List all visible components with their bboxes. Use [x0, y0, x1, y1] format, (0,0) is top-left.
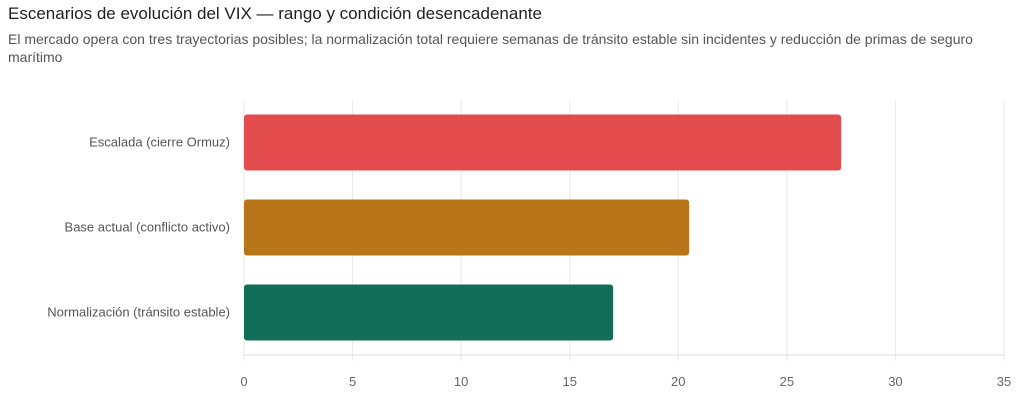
bar — [244, 114, 842, 171]
x-tick-label: 15 — [562, 374, 576, 389]
chart-subtitle: El mercado opera con tres trayectorias p… — [8, 31, 973, 65]
bar — [244, 199, 690, 256]
x-tick-label: 5 — [349, 374, 356, 389]
x-tick-label: 10 — [454, 374, 468, 389]
chart-title: Escenarios de evolución del VIX — rango … — [8, 4, 542, 23]
category-label: Escalada (cierre Ormuz) — [89, 135, 230, 150]
x-tick-label: 20 — [671, 374, 685, 389]
x-tick-label: 0 — [240, 374, 247, 389]
bar — [244, 284, 614, 341]
x-tick-label: 25 — [780, 374, 794, 389]
category-label: Normalización (tránsito estable) — [47, 305, 230, 320]
category-label: Base actual (conflicto activo) — [65, 220, 230, 235]
x-tick-label: 30 — [888, 374, 902, 389]
x-tick-label: 35 — [997, 374, 1011, 389]
